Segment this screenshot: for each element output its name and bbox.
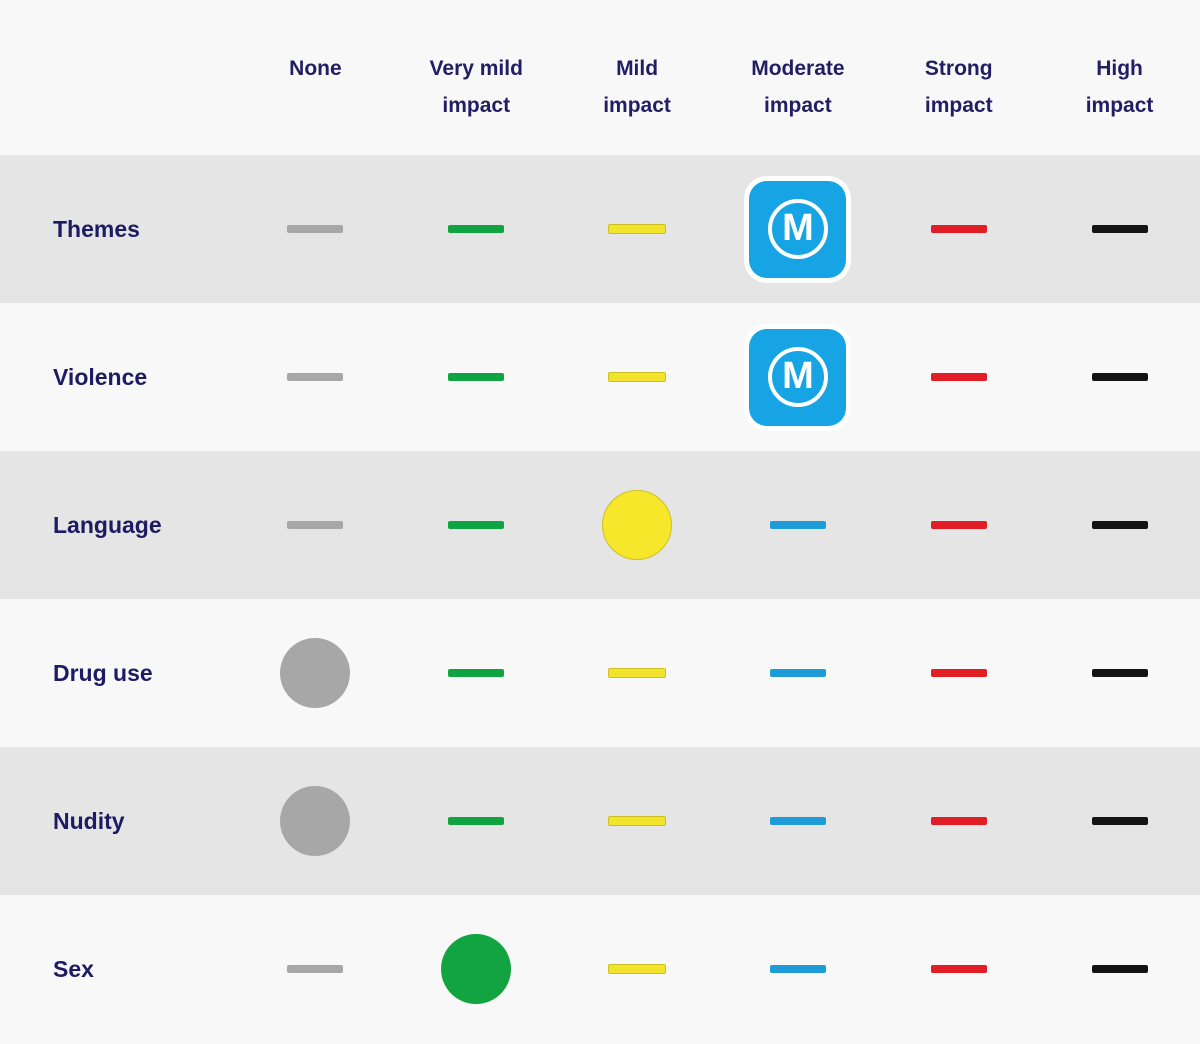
impact-cell	[235, 638, 396, 708]
moderate-dash	[769, 521, 826, 529]
none-dash	[287, 965, 344, 973]
high-dash	[1091, 225, 1148, 233]
badge-letter: M	[782, 207, 814, 249]
category-label: Nudity	[53, 807, 125, 834]
impact-cell	[557, 816, 718, 826]
strong-dash	[930, 521, 987, 529]
strong-dash	[930, 817, 987, 825]
none-selected-circle	[280, 638, 351, 708]
rating-badge-m: M	[749, 180, 847, 278]
category-row: Violence M	[0, 303, 1200, 451]
impact-cell	[396, 669, 557, 677]
impact-cell	[1039, 817, 1200, 825]
column-header-strong-impact: Strong impact	[924, 57, 993, 117]
very-mild-dash	[448, 521, 505, 529]
high-dash	[1091, 817, 1148, 825]
category-row: Language	[0, 451, 1200, 599]
impact-cell	[235, 225, 396, 233]
category-row: Themes M	[0, 155, 1200, 303]
impact-cell	[557, 964, 718, 974]
impact-cell	[557, 490, 718, 560]
impact-cell	[235, 786, 396, 856]
strong-dash	[930, 669, 987, 677]
none-dash	[287, 521, 344, 529]
impact-cell	[1039, 965, 1200, 973]
impact-cell	[557, 372, 718, 382]
very-mild-dash	[448, 669, 505, 677]
none-dash	[287, 225, 344, 233]
category-label: Drug use	[53, 659, 153, 686]
impact-cell	[1039, 669, 1200, 677]
impact-cell	[235, 521, 396, 529]
badge-circle: M	[767, 347, 828, 407]
impact-cell	[1039, 373, 1200, 381]
very-mild-dash	[448, 373, 505, 381]
impact-cell	[878, 521, 1039, 529]
category-label: Themes	[53, 215, 140, 242]
high-dash	[1091, 373, 1148, 381]
impact-cell	[878, 965, 1039, 973]
impact-level-header: None Very mild impact Mild impact Modera…	[0, 0, 1200, 155]
impact-cell: M	[717, 180, 878, 278]
impact-cell	[557, 224, 718, 234]
badge-circle: M	[767, 199, 828, 259]
mild-dash	[608, 224, 667, 234]
category-label: Violence	[53, 363, 148, 390]
mild-dash	[608, 964, 667, 974]
impact-cell	[235, 373, 396, 381]
column-header-very-mild-impact: Very mild impact	[429, 57, 523, 117]
mild-dash	[608, 668, 667, 678]
impact-cell	[557, 668, 718, 678]
impact-cell	[396, 521, 557, 529]
column-header-high-impact: High impact	[1085, 57, 1154, 117]
impact-cell	[878, 817, 1039, 825]
mild-dash	[608, 372, 667, 382]
column-header-none: None	[289, 57, 342, 80]
none-dash	[287, 373, 344, 381]
moderate-dash	[769, 669, 826, 677]
impact-cell	[396, 934, 557, 1004]
column-header-mild-impact: Mild impact	[603, 57, 671, 117]
strong-dash	[930, 225, 987, 233]
very-mild-dash	[448, 817, 505, 825]
high-dash	[1091, 521, 1148, 529]
mild-selected-circle	[602, 490, 673, 560]
category-label: Language	[53, 511, 162, 538]
impact-cell	[717, 669, 878, 677]
strong-dash	[930, 965, 987, 973]
category-row: Drug use	[0, 599, 1200, 747]
moderate-dash	[769, 965, 826, 973]
high-dash	[1091, 965, 1148, 973]
matrix-rows: Themes M Violence M Language Drug use Nudity Se…	[0, 155, 1200, 1043]
impact-cell	[878, 373, 1039, 381]
column-header-moderate-impact: Moderate impact	[751, 57, 845, 117]
moderate-dash	[769, 817, 826, 825]
strong-dash	[930, 373, 987, 381]
impact-cell	[717, 965, 878, 973]
high-dash	[1091, 669, 1148, 677]
impact-cell: M	[717, 328, 878, 426]
very-mild-dash	[448, 225, 505, 233]
impact-cell	[235, 965, 396, 973]
rating-badge-m: M	[749, 328, 847, 426]
category-row: Nudity	[0, 747, 1200, 895]
badge-letter: M	[782, 355, 814, 397]
impact-cell	[1039, 225, 1200, 233]
mild-dash	[608, 816, 667, 826]
category-row: Sex	[0, 895, 1200, 1043]
header-label-spacer	[0, 0, 235, 155]
none-selected-circle	[280, 786, 351, 856]
impact-cell	[396, 225, 557, 233]
category-label: Sex	[53, 955, 94, 982]
impact-cell	[717, 817, 878, 825]
very-mild-selected-circle	[441, 934, 512, 1004]
impact-cell	[1039, 521, 1200, 529]
impact-cell	[717, 521, 878, 529]
impact-cell	[396, 373, 557, 381]
impact-cell	[878, 225, 1039, 233]
impact-cell	[878, 669, 1039, 677]
impact-cell	[396, 817, 557, 825]
